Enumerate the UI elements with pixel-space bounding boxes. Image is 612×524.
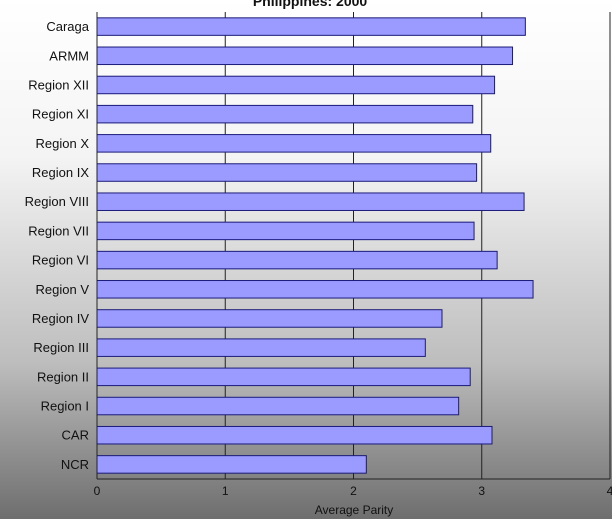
- bar: [96, 134, 492, 153]
- bar: [96, 17, 526, 36]
- bar: [96, 455, 367, 474]
- category-label: Region IV: [32, 311, 89, 326]
- bar: [96, 396, 460, 416]
- x-tick-label: 4: [607, 484, 612, 498]
- bar: [96, 280, 534, 299]
- category-label: Region IX: [32, 165, 89, 180]
- bar: [96, 104, 474, 124]
- bar: [96, 425, 493, 445]
- bar: [96, 309, 443, 328]
- category-label: Region X: [36, 136, 90, 151]
- bar: [96, 46, 514, 66]
- category-label: ARMM: [49, 48, 89, 63]
- x-tick-label: 2: [350, 484, 357, 498]
- category-label: Region III: [33, 340, 89, 355]
- category-label: Region VIII: [25, 194, 89, 209]
- chart-title: Philippines: 2000: [253, 0, 368, 9]
- category-label: Region II: [37, 369, 89, 384]
- category-label: Region XII: [28, 77, 89, 92]
- bar: [96, 192, 525, 211]
- bar: [96, 163, 478, 182]
- category-label: Region XI: [32, 107, 89, 122]
- category-label: Caraga: [46, 19, 89, 34]
- category-label: Region V: [36, 282, 90, 297]
- category-labels: Caraga ARMM Region XII Region XI Region X Reg…: [25, 19, 90, 472]
- bar: [96, 367, 471, 387]
- x-tick-label: 3: [478, 484, 485, 498]
- category-label: Region I: [41, 399, 89, 414]
- category-label: Region VI: [32, 253, 89, 268]
- x-tick-label: 0: [94, 484, 101, 498]
- bar: [96, 250, 498, 270]
- category-label: NCR: [61, 457, 89, 472]
- x-axis-title: Average Parity: [315, 503, 394, 517]
- x-tick-label: 1: [222, 484, 229, 498]
- bar: [96, 75, 496, 95]
- bar: [96, 221, 475, 241]
- category-label: CAR: [62, 428, 89, 443]
- category-label: Region VII: [28, 223, 89, 238]
- bar: [96, 338, 426, 357]
- bars: [96, 17, 534, 474]
- x-tick-labels: 0 1 2 3 4: [94, 484, 612, 498]
